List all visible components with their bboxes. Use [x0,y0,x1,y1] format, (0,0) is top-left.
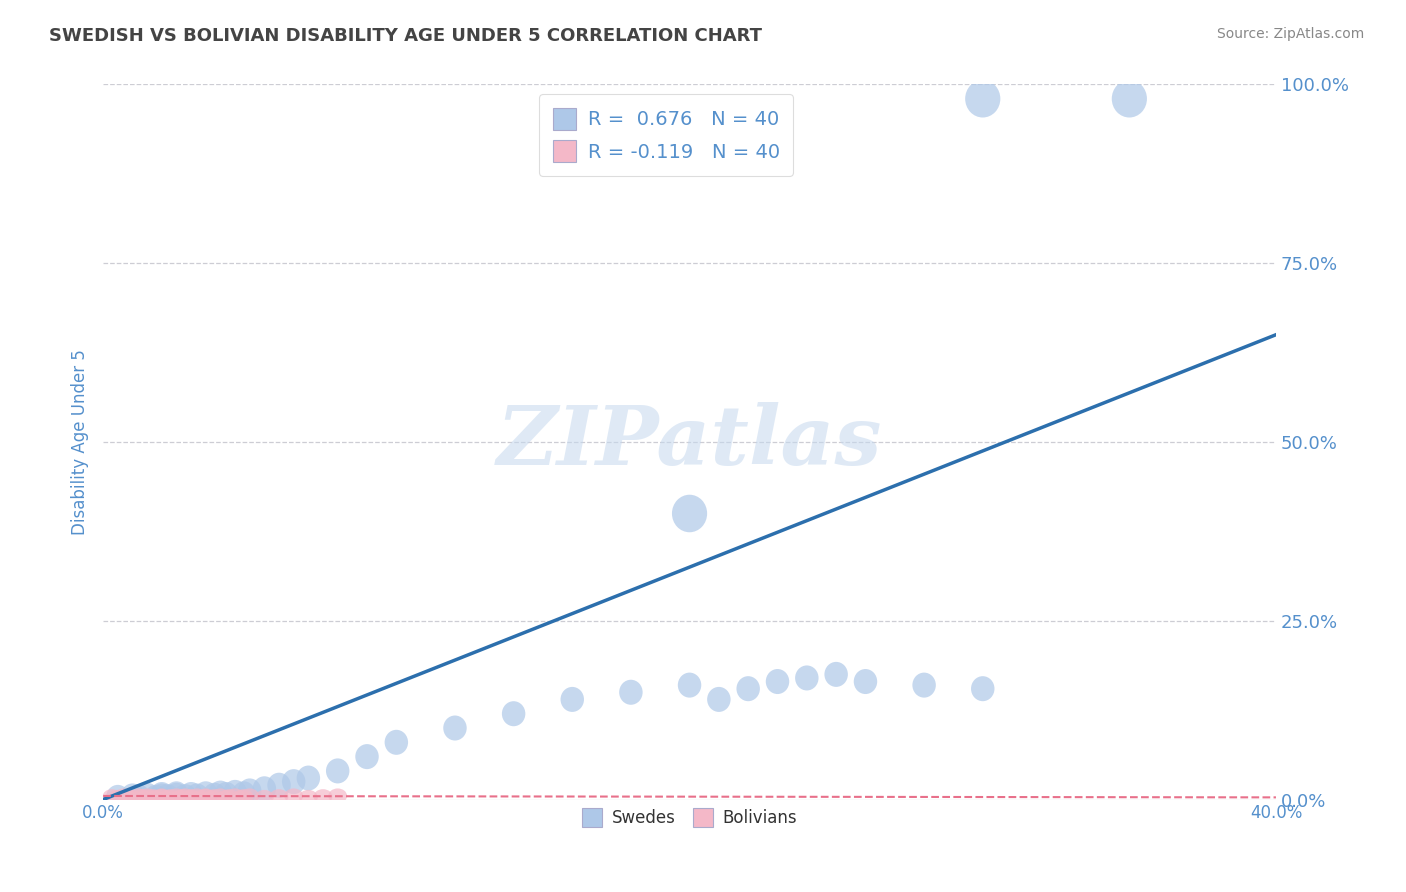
Ellipse shape [232,790,250,805]
Text: ZIPatlas: ZIPatlas [496,402,883,482]
Ellipse shape [124,790,142,805]
Ellipse shape [170,790,188,805]
Ellipse shape [284,789,304,804]
Ellipse shape [173,789,191,805]
Ellipse shape [314,789,332,805]
Ellipse shape [135,782,159,808]
Ellipse shape [205,789,224,805]
Ellipse shape [121,783,145,808]
Ellipse shape [502,701,526,726]
Legend: Swedes, Bolivians: Swedes, Bolivians [575,802,804,834]
Ellipse shape [194,781,218,806]
Ellipse shape [132,789,150,805]
Ellipse shape [385,730,408,755]
Ellipse shape [219,789,239,805]
Ellipse shape [152,789,172,804]
Text: SWEDISH VS BOLIVIAN DISABILITY AGE UNDER 5 CORRELATION CHART: SWEDISH VS BOLIVIAN DISABILITY AGE UNDER… [49,27,762,45]
Ellipse shape [167,789,186,804]
Ellipse shape [254,790,274,805]
Ellipse shape [299,790,318,805]
Ellipse shape [197,789,215,805]
Ellipse shape [114,789,134,804]
Ellipse shape [226,789,245,804]
Ellipse shape [117,789,136,805]
Ellipse shape [443,715,467,740]
Ellipse shape [796,665,818,690]
Ellipse shape [737,676,759,701]
Ellipse shape [270,789,288,805]
Ellipse shape [181,789,201,805]
Ellipse shape [127,784,150,809]
Ellipse shape [208,780,232,805]
Ellipse shape [707,687,731,712]
Ellipse shape [678,673,702,698]
Ellipse shape [150,782,173,807]
Ellipse shape [232,781,256,806]
Ellipse shape [217,790,236,805]
Ellipse shape [180,782,202,807]
Ellipse shape [145,785,167,810]
Ellipse shape [283,769,305,794]
Ellipse shape [138,789,156,804]
Ellipse shape [211,789,229,804]
Ellipse shape [267,772,291,797]
Ellipse shape [181,790,201,805]
Ellipse shape [202,782,226,808]
Ellipse shape [561,687,583,712]
Ellipse shape [146,790,166,805]
Ellipse shape [143,789,162,805]
Ellipse shape [972,676,994,701]
Ellipse shape [159,790,177,805]
Ellipse shape [108,790,127,805]
Ellipse shape [238,779,262,804]
Ellipse shape [129,789,148,804]
Ellipse shape [1112,80,1147,118]
Ellipse shape [156,784,180,809]
Ellipse shape [235,789,253,805]
Ellipse shape [105,785,129,810]
Ellipse shape [766,669,789,694]
Ellipse shape [224,780,247,805]
Ellipse shape [619,680,643,705]
Y-axis label: Disability Age Under 5: Disability Age Under 5 [72,349,89,535]
Ellipse shape [215,782,238,807]
Ellipse shape [253,776,276,801]
Ellipse shape [912,673,936,698]
Ellipse shape [138,790,156,805]
Ellipse shape [103,789,121,805]
Ellipse shape [165,781,188,806]
Ellipse shape [356,744,378,769]
Ellipse shape [186,783,208,808]
Ellipse shape [853,669,877,694]
Ellipse shape [152,789,172,805]
Ellipse shape [672,495,707,533]
Ellipse shape [824,662,848,687]
Ellipse shape [162,789,180,805]
Ellipse shape [965,80,1000,118]
Ellipse shape [197,789,215,804]
Ellipse shape [173,784,197,809]
Ellipse shape [190,790,209,805]
Ellipse shape [176,789,194,804]
Ellipse shape [240,789,259,804]
Ellipse shape [187,789,207,804]
Text: Source: ZipAtlas.com: Source: ZipAtlas.com [1216,27,1364,41]
Ellipse shape [150,783,173,808]
Ellipse shape [165,782,188,808]
Ellipse shape [326,758,350,783]
Ellipse shape [202,790,221,805]
Ellipse shape [297,765,321,790]
Ellipse shape [329,789,347,804]
